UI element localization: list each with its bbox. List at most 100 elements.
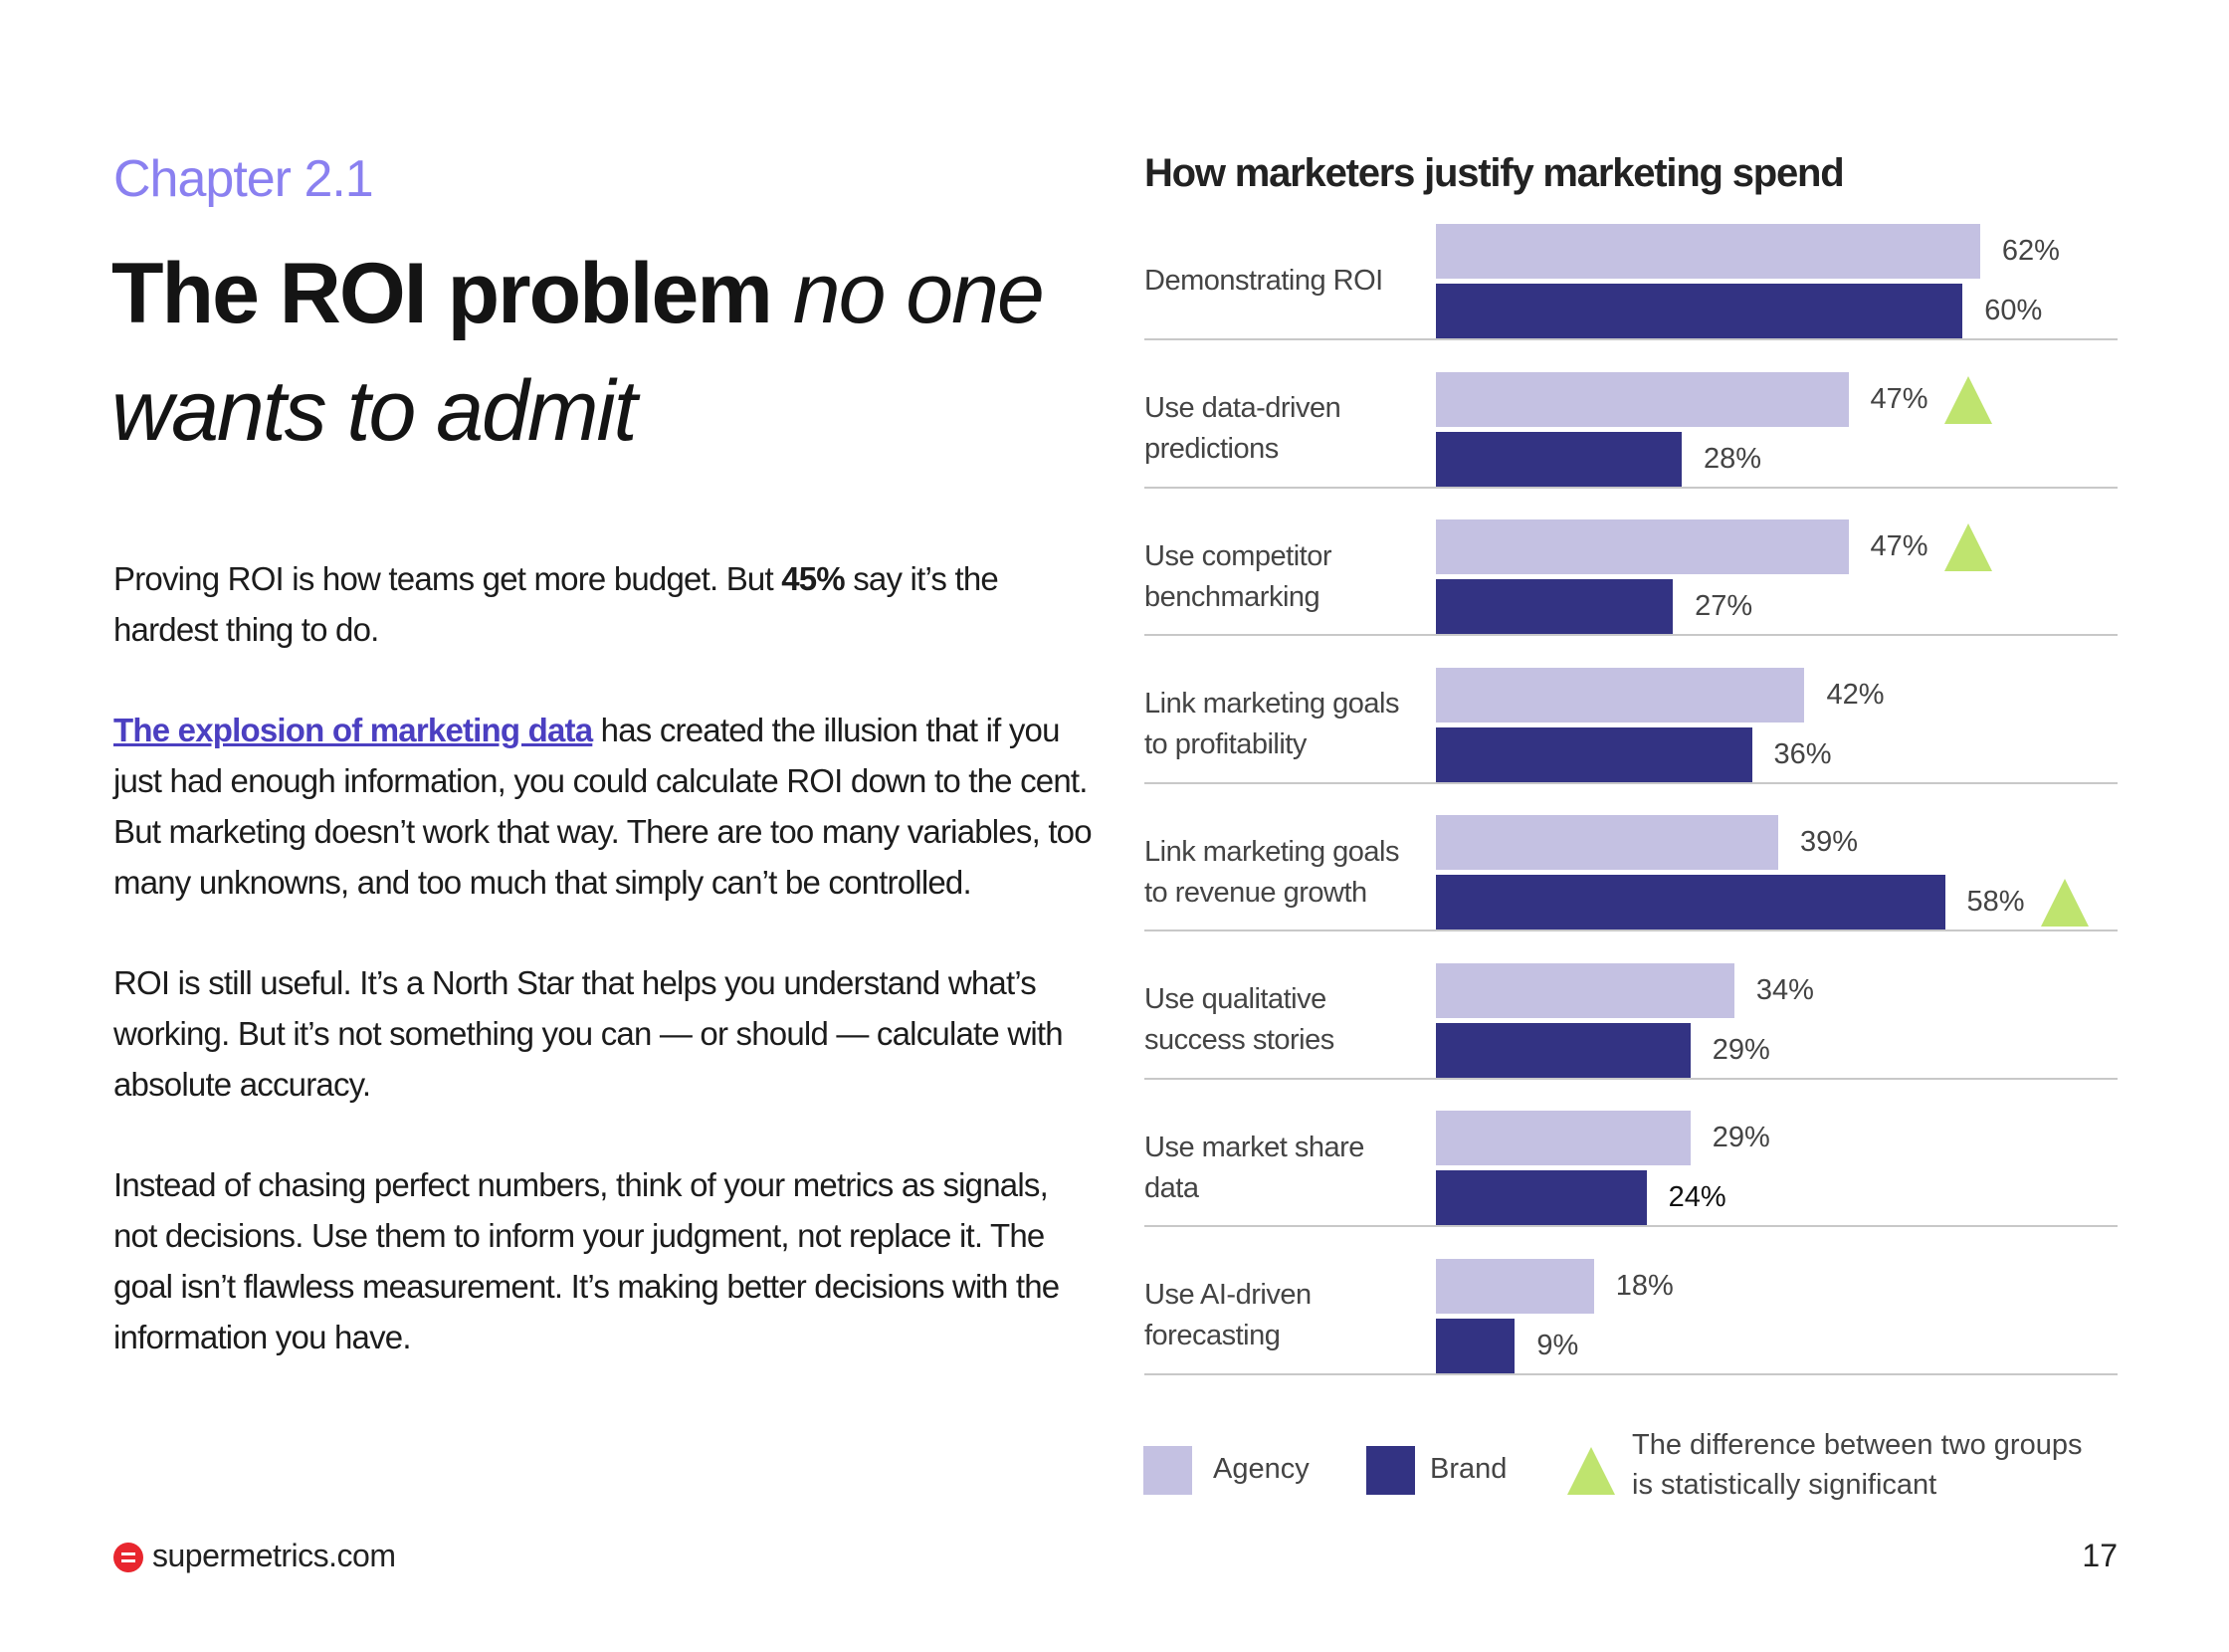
marketing-data-link[interactable]: The explosion of marketing data (113, 712, 593, 748)
category-label: Link marketing goals to profitability (1144, 668, 1423, 782)
chart-row: Use competitor benchmarking 47% 27% (1144, 519, 2118, 667)
agency-bar (1436, 1258, 1594, 1314)
row-divider (1144, 486, 2118, 489)
category-label-line: Demonstrating ROI (1144, 265, 1383, 297)
chart-legend: Agency Brand The difference between two … (1143, 1429, 2119, 1503)
category-label: Link marketing goals to revenue growth (1144, 815, 1423, 929)
chart-row: Link marketing goals to revenue growth 39%… (1144, 815, 2118, 962)
row-divider (1144, 1372, 2118, 1375)
chart-row: Demonstrating ROI 62% 60% (1144, 224, 2118, 371)
title-bold: The ROI problem (111, 246, 773, 341)
category-label-line: Use competitor (1144, 539, 1332, 572)
significance-triangle-icon (2040, 879, 2089, 927)
significance-triangle-icon (1567, 1447, 1615, 1495)
category-label: Use qualitative success stories (1144, 963, 1423, 1078)
agency-bar (1436, 1111, 1691, 1165)
category-label: Use market share data (1144, 1111, 1423, 1225)
brand-bar (1436, 579, 1674, 634)
chart-row: Use AI-driven forecasting 18% 9% (1144, 1258, 2118, 1406)
brand-bar (1436, 1022, 1691, 1078)
agency-value-label: 18% (1615, 1269, 1674, 1302)
brand-bar (1436, 284, 1963, 338)
agency-value-label: 34% (1755, 973, 1814, 1006)
brand-value-label: 28% (1703, 442, 1761, 475)
agency-bar (1436, 519, 1849, 574)
page-title: The ROI problem no one wants to admit (111, 235, 1057, 470)
significance-triangle-icon (1943, 523, 1992, 571)
agency-value-label: 42% (1826, 678, 1885, 711)
agency-value-label: 39% (1799, 826, 1859, 858)
brand-value-label: 24% (1668, 1181, 1726, 1213)
category-label-line: to profitability (1144, 728, 1307, 760)
footer-site[interactable]: supermetrics.com (152, 1538, 396, 1573)
category-label-line: Link marketing goals (1144, 835, 1399, 868)
chart-row: Use market share data 29% 24% (1144, 1111, 2118, 1258)
legend-brand-swatch (1366, 1446, 1415, 1495)
category-label-line: Link marketing goals (1144, 688, 1399, 720)
paragraph-3: ROI is still useful. It’s a North Star t… (113, 964, 1064, 1103)
body-text: Proving ROI is how teams get more budget… (113, 553, 1099, 1412)
brand-value-label: 60% (1984, 295, 2043, 326)
agency-bar (1436, 962, 1734, 1018)
category-label-line: to revenue growth (1144, 876, 1367, 909)
legend-agency-swatch (1143, 1446, 1192, 1495)
brand-value-label: 9% (1536, 1329, 1579, 1361)
brand-bar (1436, 1318, 1516, 1373)
legend-brand-label: Brand (1430, 1453, 1508, 1485)
category-label-line: data (1144, 1171, 1199, 1204)
agency-value-label: 47% (1870, 530, 1928, 562)
text: The difference between two groups (1632, 1429, 2083, 1461)
category-label-line: Use market share (1144, 1131, 1364, 1163)
title-italic: no one (792, 246, 1045, 341)
row-divider (1144, 634, 2118, 636)
title-italic-2: wants to admit (111, 363, 637, 459)
chart-row: Link marketing goals to profitability 42% 3… (1144, 667, 2118, 815)
agency-bar (1436, 371, 1849, 427)
chapter-label: Chapter 2.1 (113, 150, 374, 208)
legend-agency-label: Agency (1213, 1453, 1310, 1485)
text: say it’s the hardest thing to do. (113, 560, 999, 648)
text: Proving ROI is how teams get more budget… (113, 560, 782, 597)
brand-bar (1436, 726, 1752, 782)
agency-bar (1436, 224, 1980, 279)
agency-bar (1436, 667, 1805, 723)
agency-value-label: 62% (2001, 235, 2060, 267)
chart-row: Use data-driven predictions 47% 28% (1144, 371, 2118, 519)
category-label: Use AI-driven forecasting (1144, 1259, 1423, 1373)
row-divider (1144, 338, 2118, 340)
brand-bar (1436, 875, 1945, 929)
paragraph-1: Proving ROI is how teams get more budget… (113, 553, 1099, 655)
text: has created the illusion that if you jus… (113, 712, 1093, 901)
brand-value-label: 29% (1712, 1033, 1770, 1066)
brand-bar (1436, 1170, 1647, 1225)
row-divider (1144, 1225, 2118, 1227)
significance-triangle-icon (1943, 375, 1992, 424)
category-label-line: forecasting (1144, 1320, 1281, 1351)
paragraph-4: Instead of chasing perfect numbers, thin… (113, 1166, 1060, 1355)
category-label-line: Use data-driven (1144, 392, 1341, 424)
brand-value-label: 58% (1966, 886, 2025, 918)
category-label-line: benchmarking (1144, 580, 1320, 613)
paragraph-2: The explosion of marketing data has crea… (113, 705, 1099, 908)
chart-title: How marketers justify marketing spend (1144, 151, 1845, 195)
row-divider (1144, 929, 2118, 931)
supermetrics-logo-icon (113, 1543, 143, 1572)
row-divider (1144, 781, 2118, 784)
category-label-line: predictions (1144, 433, 1279, 465)
brand-value-label: 27% (1695, 590, 1753, 622)
row-divider (1144, 1077, 2118, 1080)
agency-value-label: 29% (1712, 1122, 1770, 1153)
stat-highlight: 45% (781, 560, 845, 597)
category-label: Demonstrating ROI (1144, 224, 1423, 338)
brand-value-label: 36% (1773, 737, 1832, 770)
legend-significance-label: The difference between two groups is stat… (1632, 1425, 2082, 1505)
brand-bar (1436, 431, 1682, 487)
text: is statistically significant (1632, 1469, 1937, 1501)
category-label: Use data-driven predictions (1144, 372, 1423, 487)
agency-bar (1436, 815, 1778, 870)
category-label-line: Use qualitative (1144, 983, 1326, 1015)
category-label: Use competitor benchmarking (1144, 519, 1423, 634)
page-number: 17 (2082, 1538, 2118, 1573)
agency-value-label: 47% (1870, 382, 1928, 415)
chart-row: Use qualitative success stories 34% 29% (1144, 962, 2118, 1111)
